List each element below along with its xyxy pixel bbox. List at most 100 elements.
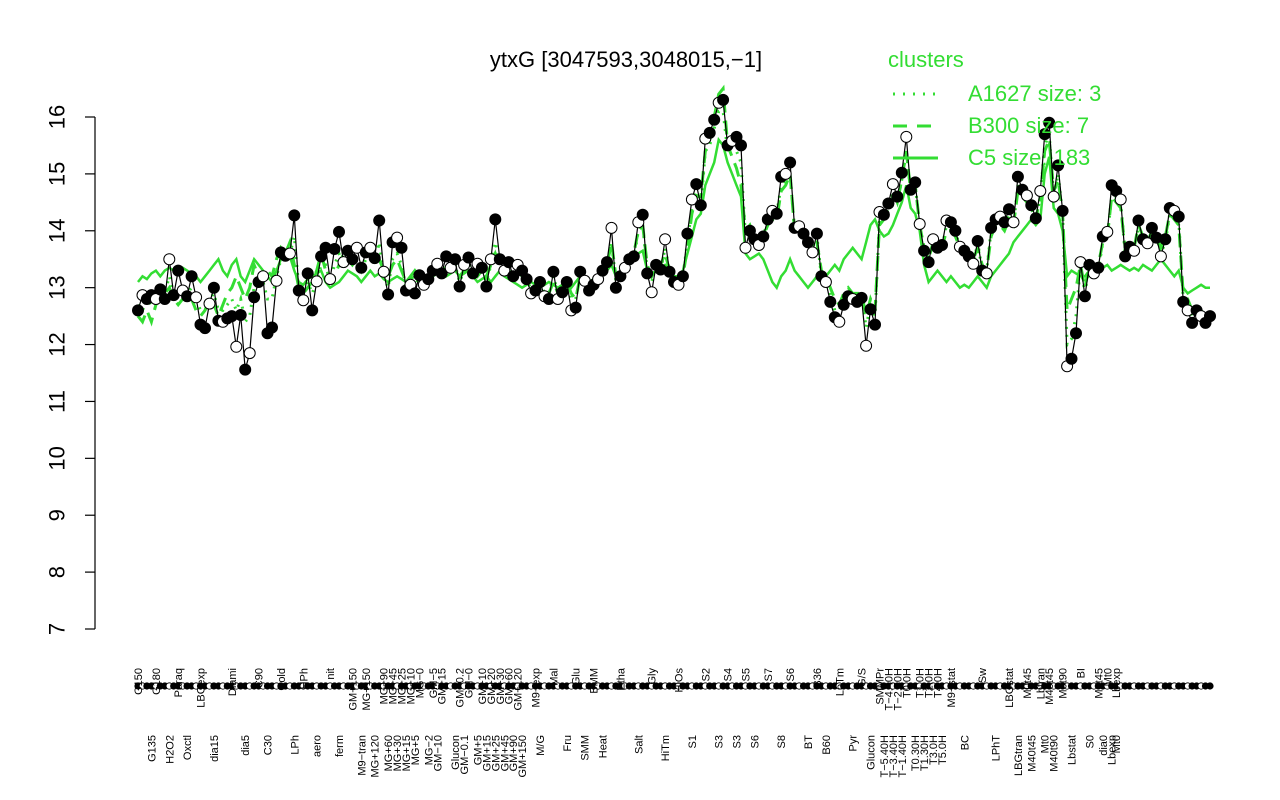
data-point — [1043, 116, 1056, 129]
x-tick-label: GM+90 — [508, 735, 520, 771]
data-point — [779, 167, 792, 180]
x-tick-label: Lbexp — [1107, 735, 1119, 765]
data-point — [1114, 193, 1127, 206]
x-tick-label: T−1.40H — [897, 735, 909, 778]
data-point — [230, 340, 243, 353]
x-tick-label: S7 — [763, 668, 775, 681]
data-point — [520, 273, 533, 286]
x-tick-label: T0.0H — [901, 668, 913, 698]
data-point — [1047, 190, 1060, 203]
x-tick-label: GM+120 — [513, 668, 525, 711]
x-tick-label: MG+30 — [392, 735, 404, 771]
data-point — [690, 178, 703, 191]
data-point — [560, 276, 573, 288]
x-tick-label: Diami — [227, 668, 239, 696]
data-point — [333, 225, 345, 238]
data-point — [556, 286, 569, 299]
data-point — [172, 264, 185, 277]
x-tick-label: MG+10 — [406, 668, 418, 704]
x-tick-label: T−5.40H — [879, 735, 891, 778]
data-point — [207, 281, 220, 294]
data-point — [547, 265, 560, 278]
data-point — [864, 303, 877, 316]
x-tick-label: GM+150 — [517, 735, 529, 778]
data-point — [185, 270, 198, 283]
data-point — [967, 257, 980, 270]
data-point — [239, 363, 252, 376]
x-tick-label: BC — [959, 735, 971, 750]
x-tick-label: GM+150 — [347, 668, 359, 711]
data-point — [248, 291, 261, 304]
x-tick-label: M0t45 — [1093, 668, 1105, 699]
x-tick-label: Pyr — [848, 735, 860, 752]
data-point — [802, 236, 814, 249]
data-point — [913, 218, 926, 230]
x-tick-label: ferm — [334, 735, 346, 757]
y-tick-label: 8 — [45, 566, 70, 578]
data-point — [1141, 237, 1154, 250]
data-point — [154, 283, 167, 296]
x-tick-label: GM+15 — [481, 735, 493, 771]
data-point — [855, 291, 868, 304]
data-point — [627, 250, 640, 263]
x-tick-label: S3 — [714, 735, 726, 748]
data-point — [257, 270, 270, 283]
x-tick-label: Salt — [633, 735, 645, 754]
data-point — [435, 267, 448, 280]
x-tick-label: M9−tran — [356, 735, 368, 776]
data-point — [971, 235, 984, 247]
x-tick-label: dia5 — [240, 735, 252, 756]
data-point — [685, 193, 698, 206]
x-tick-label: M/G — [535, 735, 547, 756]
data-point — [283, 247, 296, 260]
x-tick-label: Oxctl — [182, 735, 194, 760]
x-tick-label: Sw — [977, 668, 989, 683]
x-tick-label: T4.0H — [933, 668, 945, 698]
data-point — [395, 241, 408, 254]
y-tick-label: 12 — [45, 332, 70, 356]
x-tick-label: Paraq — [173, 668, 185, 697]
x-tick-label: G180 — [151, 668, 163, 695]
data-point — [1052, 159, 1065, 172]
data-point — [266, 321, 278, 334]
x-tick-label: MG+25 — [397, 668, 409, 704]
x-tick-label: Glucon — [866, 735, 878, 770]
y-tick-label: 15 — [45, 162, 70, 186]
x-tick-label: LPh — [289, 735, 301, 755]
data-point — [306, 304, 319, 317]
data-point — [735, 139, 747, 152]
data-point — [1159, 233, 1172, 246]
x-tick-label: S3 — [732, 735, 744, 748]
x-tick-label: HiOs — [674, 668, 686, 693]
x-tick-label: GM+30 — [495, 668, 507, 704]
x-tick-label: LPhT — [991, 735, 1003, 762]
x-tick-label: GM+20 — [486, 668, 498, 704]
main-series-line — [137, 98, 1211, 370]
x-tick-label: GM−10 — [432, 735, 444, 771]
x-tick-label: dia0 — [1098, 735, 1110, 756]
data-point — [1101, 225, 1114, 238]
data-point — [391, 231, 404, 244]
x-tick-label: MG−0 — [414, 668, 426, 698]
x-tick-label: Mal — [548, 668, 560, 686]
legend-title: clusters — [888, 47, 964, 72]
x-tick-label: H2O2 — [164, 735, 176, 764]
data-point — [645, 286, 658, 299]
x-tick-label: T1.30H — [919, 735, 931, 771]
x-tick-label: GM+5 — [473, 735, 485, 765]
x-tick-label: S6 — [785, 668, 797, 681]
data-point — [346, 253, 359, 266]
x-tick-label: S0 — [1084, 735, 1096, 748]
data-point — [328, 243, 341, 255]
data-point — [1145, 221, 1158, 234]
x-tick-label: Heat — [598, 735, 610, 758]
data-point — [676, 270, 689, 283]
data-point — [199, 322, 211, 335]
x-tick-label: Mt0 — [1111, 735, 1123, 753]
x-tick-label: Glucon — [450, 735, 462, 770]
data-point — [949, 224, 962, 237]
y-tick-label: 7 — [45, 623, 70, 635]
legend-entry-a1627: A1627 size: 3 — [968, 81, 1101, 106]
data-point — [1204, 310, 1216, 323]
data-point — [408, 287, 421, 300]
